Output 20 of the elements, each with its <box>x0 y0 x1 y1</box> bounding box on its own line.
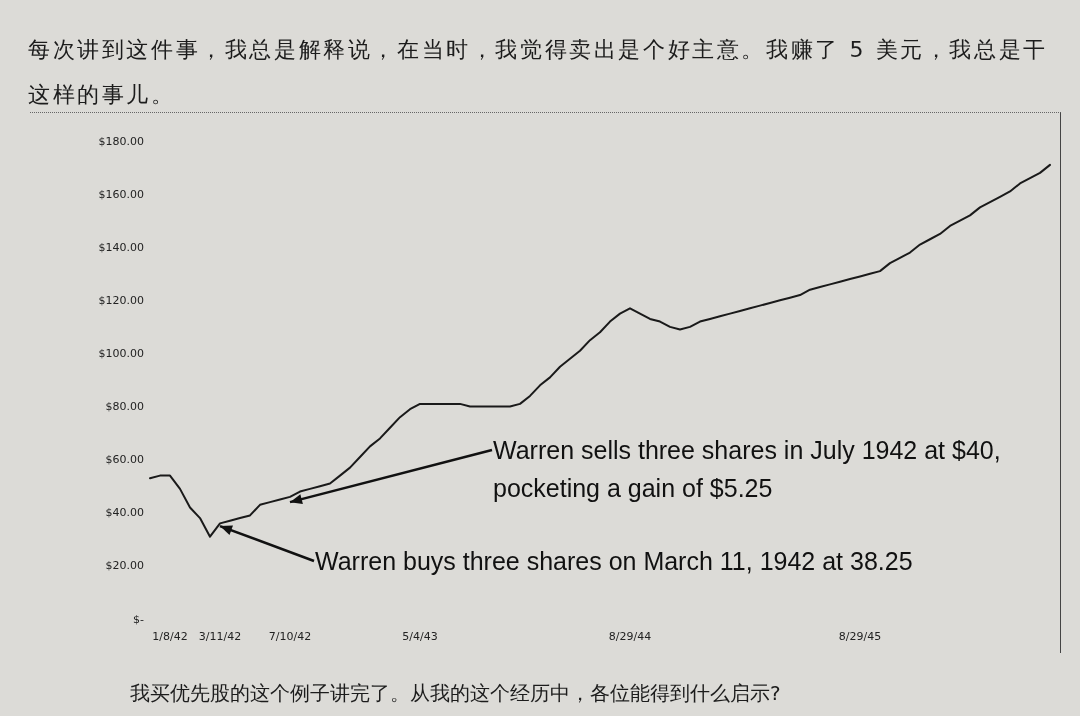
y-tick-label: $120.00 <box>98 293 144 307</box>
y-tick-label: $160.00 <box>98 187 144 201</box>
annotation: Warren buys three shares on March 11, 1942 at 38.25 <box>315 547 913 575</box>
x-tick-label: 8/29/44 <box>608 630 652 643</box>
x-tick-label: 5/4/43 <box>402 630 438 643</box>
y-tick-label: $140.00 <box>98 240 144 254</box>
y-tick-label: $80.00 <box>105 400 144 414</box>
y-tick-label: $60.00 <box>105 453 144 467</box>
text: 我买优先股的这个例子讲完了。从我的这个经历中，各位能得到什么启示? <box>130 680 782 707</box>
y-tick-label: $20.00 <box>105 559 144 573</box>
x-tick-label: 3/11/42 <box>198 630 242 643</box>
annotation: Warren sells three shares in July 1942 at $40, pocketing a gain of $5.25 <box>493 436 1008 502</box>
x-tick-label: 8/29/45 <box>838 630 882 643</box>
x-tick-label: 7/10/42 <box>268 630 312 643</box>
x-tick-label: 1/8/42 <box>152 630 188 643</box>
y-tick-label: $40.00 <box>105 506 144 520</box>
y-tick-label: $100.00 <box>98 346 144 360</box>
y-tick-label: $180.00 <box>98 134 144 148</box>
y-tick-label: $- <box>133 612 145 626</box>
text: 每次讲到这件事，我总是解释说，在当时，我觉得卖出是个好主意。我赚了 5 美元，我总是干这样的事儿。 <box>28 36 1049 109</box>
